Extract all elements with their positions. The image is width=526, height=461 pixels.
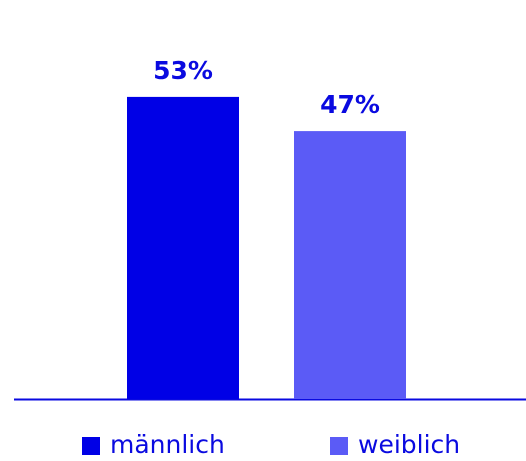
bar [127, 96, 239, 400]
bar [294, 131, 406, 399]
legend-swatch [330, 437, 348, 455]
legend-label: weiblich [358, 430, 460, 459]
value-label: 47% [320, 90, 380, 119]
legend-swatch [82, 437, 100, 455]
legend-label: männlich [110, 430, 225, 459]
value-label: 53% [153, 56, 213, 85]
